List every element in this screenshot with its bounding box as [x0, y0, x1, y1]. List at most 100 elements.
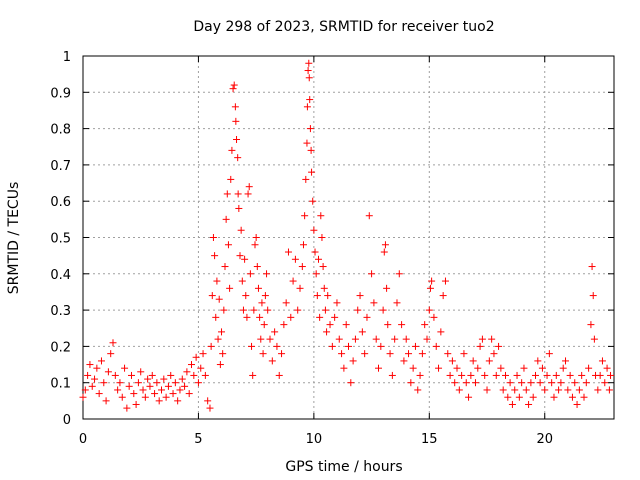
data-point — [239, 306, 247, 314]
data-point — [407, 379, 415, 387]
data-point — [532, 371, 540, 379]
data-point — [178, 375, 186, 383]
data-point — [501, 371, 509, 379]
data-point — [299, 241, 307, 249]
data-point — [527, 379, 535, 387]
data-point — [469, 357, 477, 365]
x-axis-label: GPS time / hours — [285, 459, 402, 475]
data-point — [233, 135, 241, 143]
y-tick-label: 0.9 — [50, 86, 71, 101]
data-point — [171, 379, 179, 387]
data-point — [208, 292, 216, 300]
data-point — [250, 306, 258, 314]
data-point — [305, 74, 313, 82]
data-point — [328, 342, 336, 350]
data-point — [562, 357, 570, 365]
data-point — [351, 335, 359, 343]
data-point — [246, 270, 254, 278]
data-point — [421, 321, 429, 329]
data-point — [462, 379, 470, 387]
data-point — [185, 390, 193, 398]
data-point — [275, 371, 283, 379]
data-point — [121, 364, 129, 372]
data-point — [518, 379, 526, 387]
data-point — [471, 379, 479, 387]
data-point — [146, 382, 154, 390]
data-point — [167, 371, 175, 379]
data-point — [557, 379, 565, 387]
y-tick-label: 0.3 — [50, 304, 71, 319]
y-tick-label: 0 — [63, 413, 71, 428]
data-point — [338, 350, 346, 358]
data-point — [455, 386, 463, 394]
data-point — [231, 103, 239, 111]
data-point — [430, 313, 438, 321]
data-point — [188, 361, 196, 369]
data-point — [495, 342, 503, 350]
data-point — [347, 379, 355, 387]
data-point — [141, 393, 149, 401]
data-point — [251, 241, 259, 249]
data-point — [248, 342, 256, 350]
data-point — [534, 357, 542, 365]
data-point — [541, 386, 549, 394]
data-point — [100, 379, 108, 387]
data-point — [134, 379, 142, 387]
data-point — [254, 284, 262, 292]
data-point — [515, 393, 523, 401]
data-point — [197, 364, 205, 372]
data-point — [223, 190, 231, 198]
data-point — [363, 313, 371, 321]
data-point — [555, 386, 563, 394]
data-point — [310, 226, 318, 234]
data-point — [381, 241, 389, 249]
data-point — [589, 292, 597, 300]
data-point — [81, 386, 89, 394]
data-point — [86, 361, 94, 369]
data-point — [323, 328, 331, 336]
data-point — [204, 397, 212, 405]
data-point — [386, 350, 394, 358]
data-point — [234, 190, 242, 198]
data-point — [372, 335, 380, 343]
data-point — [169, 390, 177, 398]
data-point — [543, 371, 551, 379]
data-point — [296, 284, 304, 292]
data-point — [309, 197, 317, 205]
data-point — [228, 146, 236, 154]
data-point — [164, 382, 172, 390]
data-point — [241, 255, 249, 263]
data-point — [587, 321, 595, 329]
data-point — [536, 379, 544, 387]
data-point — [116, 379, 124, 387]
data-point — [238, 277, 246, 285]
data-point — [302, 175, 310, 183]
data-point — [268, 357, 276, 365]
data-point — [324, 292, 332, 300]
data-point — [125, 382, 133, 390]
data-point — [109, 339, 117, 347]
data-point — [234, 154, 242, 162]
data-point — [93, 364, 101, 372]
data-point — [552, 371, 560, 379]
data-point — [320, 284, 328, 292]
data-point — [474, 364, 482, 372]
data-point — [318, 234, 326, 241]
data-point — [298, 263, 306, 271]
data-point — [585, 364, 593, 372]
data-point — [564, 386, 572, 394]
data-point — [368, 270, 376, 278]
data-point — [305, 59, 313, 67]
data-point — [590, 335, 598, 343]
data-point — [349, 357, 357, 365]
data-point — [294, 306, 302, 314]
data-point — [575, 386, 583, 394]
data-point — [520, 364, 528, 372]
data-point — [571, 379, 579, 387]
data-point — [504, 393, 512, 401]
data-point — [245, 183, 253, 191]
data-point — [437, 328, 445, 336]
data-point — [220, 306, 228, 314]
data-point — [227, 175, 235, 183]
data-points — [79, 59, 615, 412]
